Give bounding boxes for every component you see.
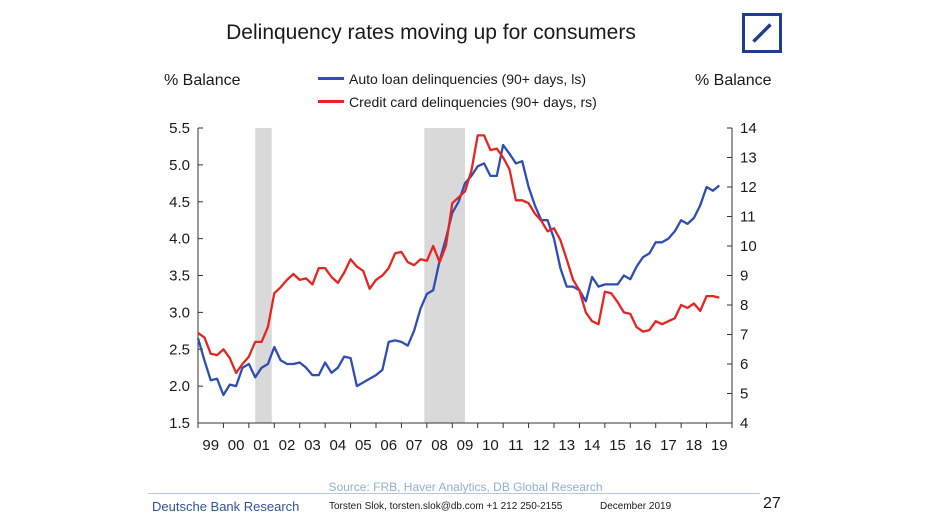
left-tick-label: 4.0 (169, 231, 190, 248)
x-tick-label: 09 (457, 437, 474, 454)
x-tick-label: 10 (482, 437, 499, 454)
chart-legend: Auto loan delinquencies (90+ days, ls) C… (318, 67, 597, 113)
recession-band-1 (424, 128, 465, 423)
x-tick-label: 02 (279, 437, 296, 454)
x-tick-label: 19 (711, 437, 728, 454)
series-lines (196, 134, 721, 397)
legend-swatch-credit (318, 100, 344, 103)
right-tick-label: 12 (740, 179, 757, 196)
right-tick-label: 10 (740, 238, 757, 255)
x-tick-label: 08 (431, 437, 448, 454)
credit-card-series-line (197, 134, 720, 375)
chart-title: Delinquency rates moving up for consumer… (226, 21, 636, 44)
right-axis-unit: % Balance (695, 72, 772, 89)
footer-contact: Torsten Slok, torsten.slok@db.com +1 212… (329, 501, 563, 512)
source-note: Source: FRB, Haver Analytics, DB Global … (328, 480, 603, 494)
right-tick-label: 7 (740, 327, 748, 344)
x-tick-label: 12 (533, 437, 550, 454)
page-number: 27 (763, 495, 781, 512)
left-tick-label: 3.0 (169, 304, 190, 321)
x-tick-label: 18 (686, 437, 703, 454)
x-tick-label: 07 (406, 437, 423, 454)
left-tick-label: 3.5 (169, 268, 190, 285)
legend-label-credit: Credit card delinquencies (90+ days, rs) (349, 93, 597, 110)
x-tick-label: 05 (355, 437, 372, 454)
recession-bands (255, 128, 465, 423)
x-tick-label: 06 (380, 437, 397, 454)
right-tick-label: 11 (740, 209, 756, 226)
deutsche-bank-logo (742, 13, 782, 53)
right-tick-label: 6 (740, 356, 748, 373)
chart-axes: 1.5 2.0 2.5 3.0 3.5 4.0 4.5 5.0 5.5 4 5 6 7 8 9 10 11 12 1… (169, 120, 757, 454)
right-tick-label: 13 (740, 150, 757, 167)
legend-item-auto: Auto loan delinquencies (90+ days, ls) (318, 67, 597, 90)
x-tick-label: 16 (635, 437, 652, 454)
x-tick-label: 99 (202, 437, 219, 454)
left-tick-label: 2.0 (169, 378, 190, 395)
right-tick-label: 14 (740, 120, 757, 137)
footer-date: December 2019 (600, 501, 672, 512)
left-tick-label: 5.0 (169, 157, 190, 174)
x-tick-label: 15 (609, 437, 626, 454)
right-tick-label: 9 (740, 268, 748, 285)
left-tick-label: 5.5 (169, 120, 190, 137)
left-axis-unit: % Balance (164, 72, 241, 89)
x-tick-label: 03 (304, 437, 321, 454)
legend-label-auto: Auto loan delinquencies (90+ days, ls) (349, 70, 586, 87)
x-tick-label: 13 (558, 437, 575, 454)
legend-swatch-auto (318, 77, 344, 80)
right-tick-label: 5 (740, 386, 748, 403)
x-tick-label: 04 (330, 437, 347, 454)
legend-item-credit: Credit card delinquencies (90+ days, rs) (318, 90, 597, 113)
left-tick-label: 2.5 (169, 341, 190, 358)
x-tick-label: 01 (253, 437, 270, 454)
footer-divider (148, 493, 760, 494)
x-tick-label: 00 (228, 437, 245, 454)
x-tick-label: 14 (584, 437, 601, 454)
left-tick-label: 4.5 (169, 194, 190, 211)
left-tick-label: 1.5 (169, 415, 190, 432)
recession-band-0 (255, 128, 272, 423)
x-tick-label: 17 (660, 437, 677, 454)
right-tick-label: 8 (740, 297, 748, 314)
right-tick-label: 4 (740, 415, 748, 432)
auto-loan-series-line (196, 143, 721, 397)
footer-brand: Deutsche Bank Research (152, 499, 300, 514)
x-tick-label: 11 (508, 437, 524, 454)
